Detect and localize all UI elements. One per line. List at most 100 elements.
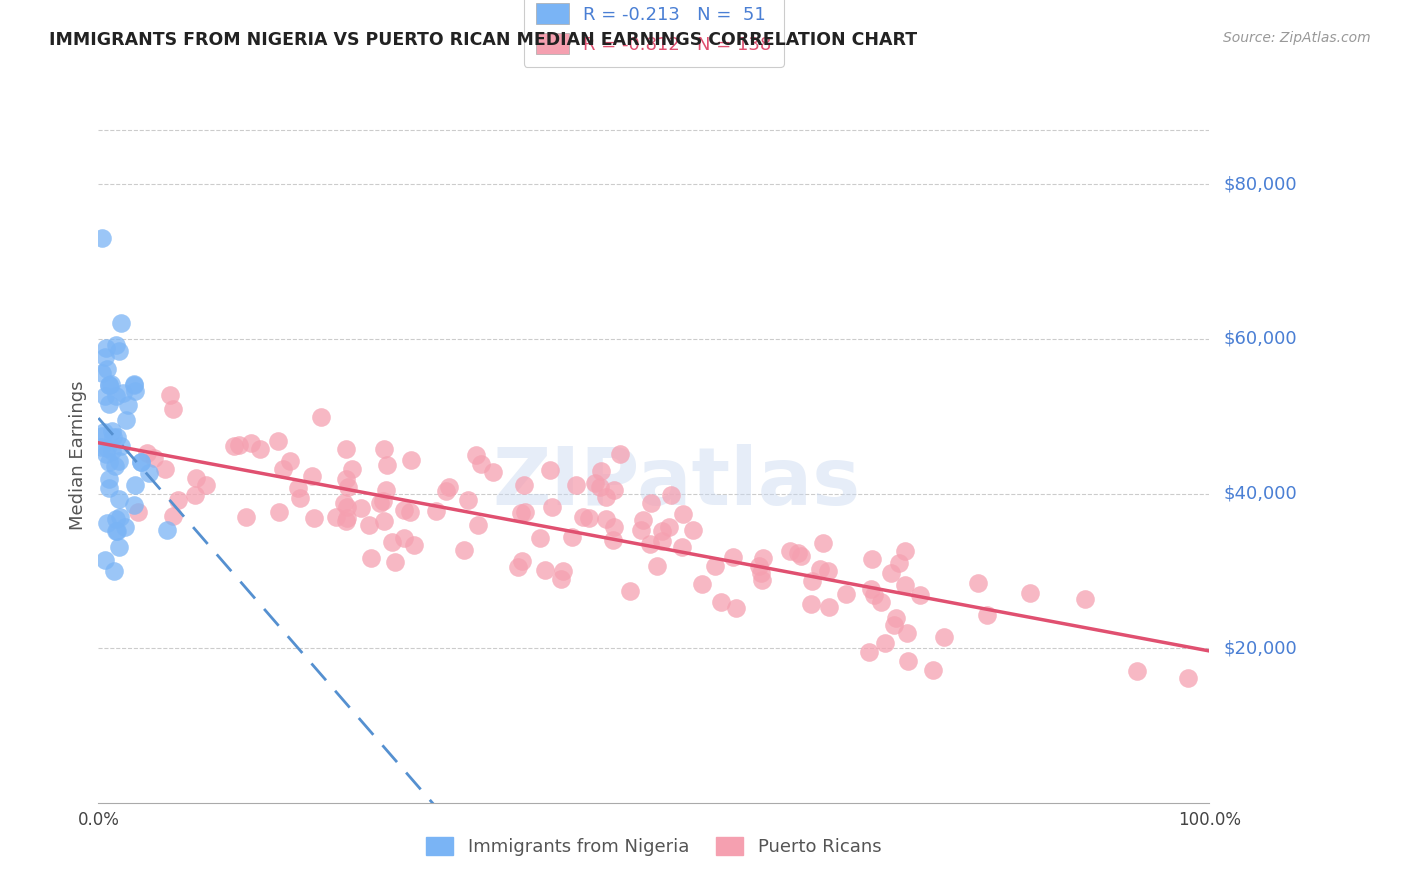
Point [609, 447, 631, 461]
Point [162, 508, 184, 523]
Point [561, 530, 583, 544]
Point [897, 654, 920, 668]
Point [90, 440, 112, 454]
Point [886, 611, 908, 625]
Point [142, 451, 165, 466]
Point [228, 438, 250, 452]
Point [249, 442, 271, 457]
Point [124, 384, 146, 398]
Legend: Immigrants from Nigeria, Puerto Ricans: Immigrants from Nigeria, Puerto Ricans [419, 830, 889, 863]
Point [1125, 664, 1147, 678]
Point [583, 476, 606, 491]
Point [533, 563, 555, 577]
Point [470, 458, 492, 472]
Point [91, 366, 114, 380]
Point [835, 587, 858, 601]
Point [184, 488, 207, 502]
Point [103, 459, 125, 474]
Point [135, 446, 157, 460]
Point [373, 494, 395, 508]
Point [114, 520, 136, 534]
Point [357, 518, 380, 533]
Point [222, 439, 245, 453]
Point [94, 447, 117, 461]
Point [108, 492, 131, 507]
Point [336, 500, 359, 514]
Point [894, 544, 917, 558]
Point [672, 508, 695, 522]
Point [589, 464, 612, 478]
Point [373, 514, 395, 528]
Point [101, 444, 124, 458]
Point [105, 524, 128, 538]
Point [883, 618, 905, 632]
Point [301, 468, 323, 483]
Point [967, 576, 990, 591]
Point [671, 540, 693, 554]
Point [603, 519, 626, 533]
Point [510, 554, 533, 568]
Point [602, 533, 624, 548]
Point [880, 566, 903, 580]
Point [553, 564, 575, 578]
Point [808, 562, 831, 576]
Point [976, 608, 998, 623]
Point [922, 663, 945, 677]
Point [870, 595, 893, 609]
Point [112, 385, 135, 400]
Point [360, 550, 382, 565]
Point [425, 504, 447, 518]
Point [630, 523, 652, 537]
Point [638, 537, 661, 551]
Point [595, 512, 617, 526]
Point [453, 543, 475, 558]
Point [93, 388, 115, 402]
Point [651, 534, 673, 549]
Point [105, 390, 128, 404]
Point [401, 452, 423, 467]
Point [800, 597, 823, 611]
Point [859, 582, 882, 596]
Point [1018, 586, 1040, 600]
Point [368, 495, 391, 509]
Point [932, 630, 955, 644]
Point [336, 510, 359, 524]
Point [374, 483, 396, 497]
Point [862, 588, 884, 602]
Point [538, 463, 561, 477]
Point [910, 588, 932, 602]
Point [108, 509, 131, 524]
Point [860, 552, 883, 566]
Point [482, 465, 505, 479]
Point [513, 505, 536, 519]
Point [287, 481, 309, 495]
Point [748, 559, 770, 574]
Point [645, 558, 668, 573]
Point [235, 509, 257, 524]
Point [893, 578, 915, 592]
Point [817, 564, 839, 578]
Point [751, 574, 773, 588]
Point [589, 480, 612, 494]
Point [721, 549, 744, 564]
Point [384, 556, 406, 570]
Point [98, 455, 121, 469]
Point [710, 595, 733, 609]
Point [333, 496, 356, 510]
Point [105, 338, 128, 352]
Point [98, 378, 121, 392]
Text: $40,000: $40,000 [1223, 484, 1296, 502]
Y-axis label: Median Earnings: Median Earnings [69, 380, 87, 530]
Point [94, 552, 117, 566]
Point [790, 549, 813, 563]
Point [97, 397, 120, 411]
Point [340, 462, 363, 476]
Point [93, 425, 115, 440]
Point [467, 517, 489, 532]
Point [1074, 591, 1097, 606]
Point [98, 378, 121, 392]
Point [335, 515, 357, 529]
Point [508, 560, 530, 574]
Point [659, 488, 682, 502]
Point [302, 511, 325, 525]
